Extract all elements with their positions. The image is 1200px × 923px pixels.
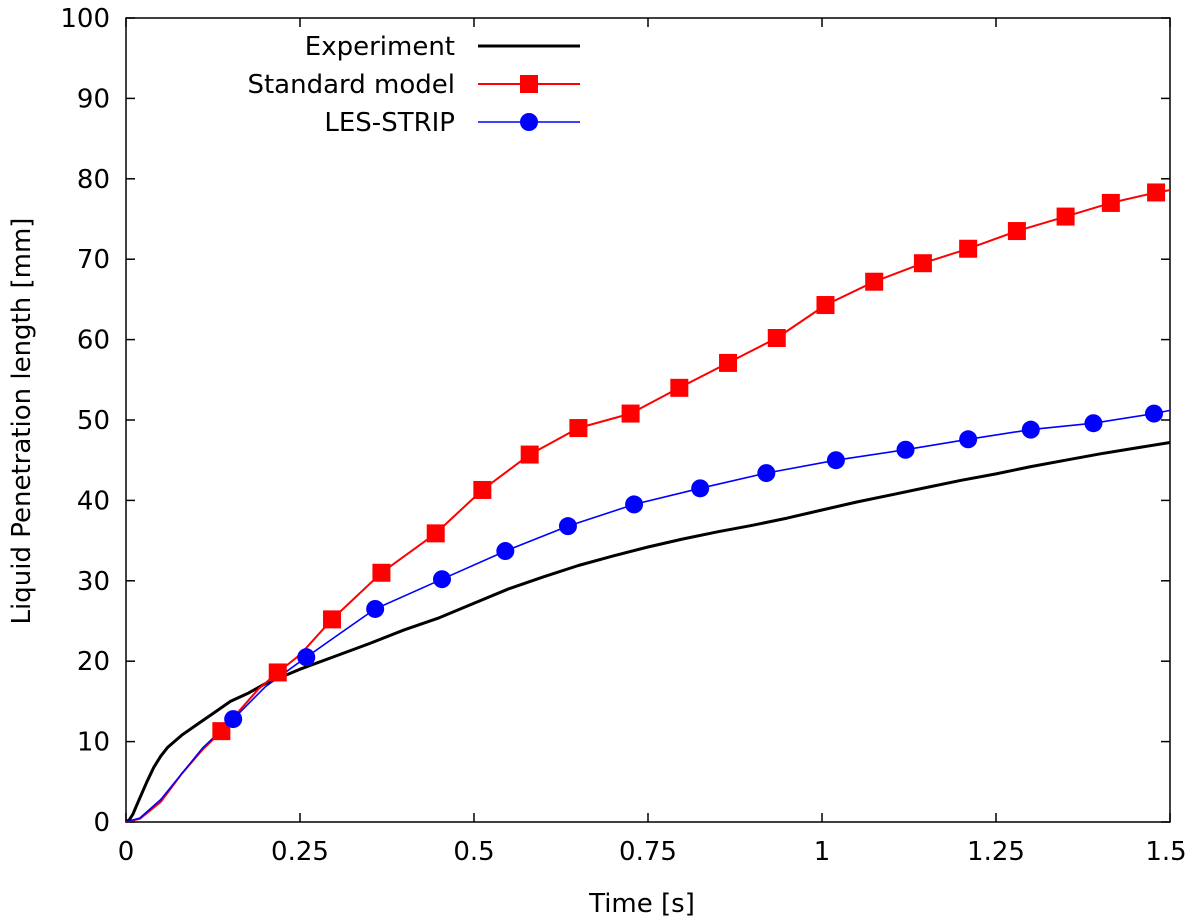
les-strip-marker bbox=[896, 440, 915, 459]
legend-item-les-strip: LES-STRIP bbox=[324, 108, 580, 138]
y-tick-label: 80 bbox=[77, 165, 110, 195]
les-strip-marker bbox=[558, 517, 577, 536]
series-lines bbox=[125, 189, 1171, 824]
y-tick-label: 70 bbox=[77, 245, 110, 275]
standard-model-marker bbox=[959, 239, 978, 258]
standard-model-marker bbox=[621, 404, 640, 423]
legend-item-standard-model: Standard model bbox=[247, 70, 580, 100]
y-axis-title: Liquid Penetration length [mm] bbox=[7, 218, 37, 625]
y-tick-label: 60 bbox=[77, 326, 110, 356]
standard-model-marker bbox=[520, 445, 539, 464]
standard-model-marker bbox=[865, 272, 884, 291]
experiment-line bbox=[125, 441, 1171, 824]
standard-model-marker bbox=[816, 296, 835, 315]
standard-model-marker bbox=[569, 419, 588, 438]
x-tick-label: 0.5 bbox=[453, 837, 494, 867]
les-strip-line bbox=[125, 409, 1171, 823]
les-strip-marker bbox=[1144, 404, 1163, 423]
les-strip-marker bbox=[625, 495, 644, 514]
y-tick-label: 30 bbox=[77, 567, 110, 597]
y-tick-label: 90 bbox=[77, 84, 110, 114]
legend-item-experiment: Experiment bbox=[305, 32, 580, 62]
standard-model-marker bbox=[372, 563, 391, 582]
legend-label: Standard model bbox=[247, 70, 455, 100]
series-markers bbox=[212, 183, 1166, 741]
legend: Experiment Standard model LES-STRIP bbox=[247, 32, 580, 138]
standard-model-line bbox=[125, 189, 1171, 823]
plot-frame bbox=[125, 17, 1171, 823]
les-strip-marker bbox=[496, 542, 515, 561]
y-tick-label: 20 bbox=[77, 647, 110, 677]
standard-model-marker bbox=[670, 378, 689, 397]
les-strip-marker bbox=[826, 451, 845, 470]
x-tick-label: 0.75 bbox=[619, 837, 677, 867]
legend-swatch-marker bbox=[520, 113, 538, 131]
x-tick-label: 1.25 bbox=[967, 837, 1025, 867]
les-strip-marker bbox=[1021, 420, 1040, 439]
standard-model-marker bbox=[473, 480, 492, 499]
standard-model-marker bbox=[1056, 207, 1075, 226]
y-tick-label: 0 bbox=[93, 808, 110, 838]
x-tick-label: 0.25 bbox=[271, 837, 329, 867]
standard-model-marker bbox=[1007, 222, 1026, 241]
standard-model-marker bbox=[212, 722, 231, 741]
standard-model-marker bbox=[767, 328, 786, 347]
les-strip-marker bbox=[757, 464, 776, 483]
legend-label: Experiment bbox=[305, 32, 455, 62]
standard-model-marker bbox=[268, 663, 287, 682]
standard-model-marker bbox=[323, 610, 342, 629]
les-strip-marker bbox=[297, 648, 316, 667]
y-tick-label: 40 bbox=[77, 486, 110, 516]
y-tick-label: 100 bbox=[60, 4, 110, 34]
axes: 0 0.25 0.5 0.75 1 1.25 1.5 0 10 20 30 40 50 60 70 80 90 1… bbox=[60, 4, 1186, 867]
les-strip-marker bbox=[691, 479, 710, 498]
y-tick-label: 50 bbox=[77, 406, 110, 436]
standard-model-marker bbox=[1147, 183, 1166, 202]
x-tick-label: 1 bbox=[814, 837, 831, 867]
x-tick-label: 1.5 bbox=[1145, 837, 1186, 867]
les-strip-marker bbox=[432, 570, 451, 589]
les-strip-marker bbox=[959, 430, 978, 449]
standard-model-marker bbox=[719, 353, 738, 372]
standard-model-marker bbox=[913, 254, 932, 273]
standard-model-marker bbox=[426, 524, 445, 543]
legend-swatch-marker bbox=[520, 75, 538, 93]
x-tick-label: 0 bbox=[118, 837, 135, 867]
les-strip-marker bbox=[1084, 414, 1103, 433]
standard-model-marker bbox=[1101, 193, 1120, 212]
legend-label: LES-STRIP bbox=[324, 108, 455, 138]
y-tick-label: 10 bbox=[77, 728, 110, 758]
les-strip-marker bbox=[366, 599, 385, 618]
les-strip-marker bbox=[224, 710, 243, 729]
x-axis-title: Time [s] bbox=[588, 889, 695, 919]
